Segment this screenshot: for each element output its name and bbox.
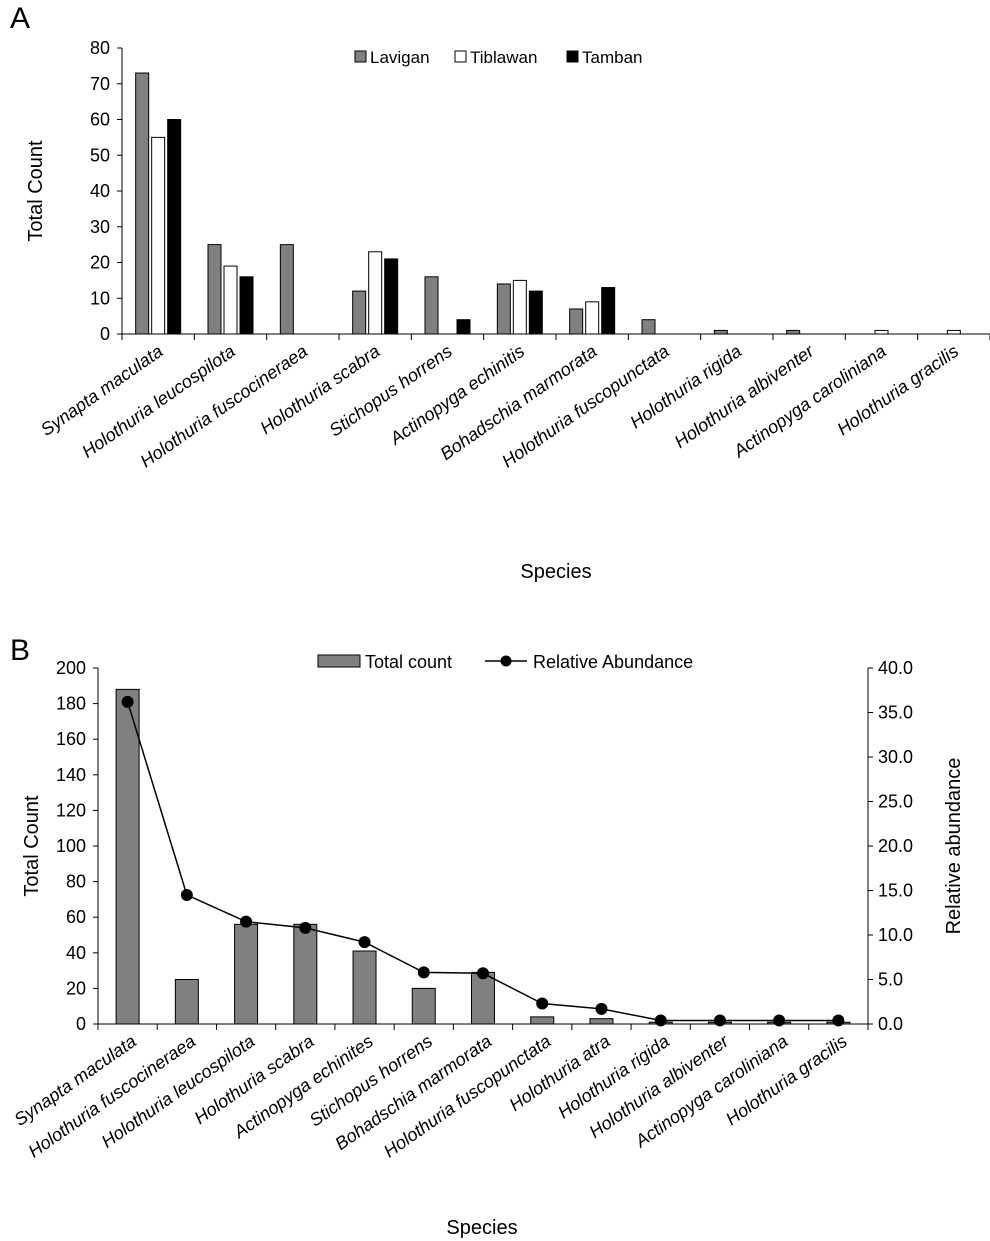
- b-y2-tick-label: 20.0: [878, 836, 913, 856]
- b-legend-label-bars: Total count: [365, 652, 452, 672]
- b-bar: [589, 1018, 614, 1025]
- a-y-tick-label: 10: [90, 288, 110, 308]
- a-bar: [135, 72, 150, 335]
- a-y-tick-label: 70: [90, 74, 110, 94]
- b-y-tick-label: 100: [56, 836, 86, 856]
- a-bar: [569, 308, 584, 335]
- a-y-axis-label: Total Count: [25, 140, 47, 242]
- a-legend-label: Lavigan: [370, 48, 430, 67]
- b-legend-marker-line: [500, 655, 512, 667]
- a-bar: [528, 290, 543, 335]
- b-abundance-point: [713, 1014, 726, 1027]
- a-legend-swatch: [454, 50, 467, 63]
- a-legend-label: Tiblawan: [470, 48, 537, 67]
- a-y-tick-label: 80: [90, 38, 110, 58]
- a-bar: [512, 279, 527, 335]
- a-legend-swatch: [354, 50, 367, 63]
- a-bar: [207, 244, 222, 335]
- b-y-tick-label: 0: [76, 1014, 86, 1034]
- b-y2-tick-label: 25.0: [878, 792, 913, 812]
- a-y-tick-label: 30: [90, 217, 110, 237]
- a-y-tick-label: 0: [100, 324, 110, 344]
- b-y-tick-label: 40: [66, 943, 86, 963]
- b-bar: [411, 987, 436, 1025]
- b-legend-label-line: Relative Abundance: [533, 652, 693, 672]
- b-bar: [174, 979, 199, 1025]
- a-x-tick-label: Holothuria gracilis: [833, 341, 962, 439]
- a-x-tick-label: Holothuria scabra: [256, 341, 383, 438]
- b-bar: [471, 971, 495, 1025]
- b-y-tick-label: 60: [66, 907, 86, 927]
- a-y-tick-label: 60: [90, 110, 110, 130]
- a-x-tick-label: Stichopus horrens: [325, 341, 455, 441]
- b-y2-tick-label: 15.0: [878, 881, 913, 901]
- a-legend-swatch: [566, 50, 579, 63]
- b-abundance-point: [595, 1002, 608, 1015]
- b-abundance-point: [536, 997, 549, 1010]
- b-y2-tick-label: 10.0: [878, 925, 913, 945]
- a-bar: [239, 276, 254, 335]
- panel-label-a: A: [10, 2, 30, 35]
- b-bar: [530, 1016, 555, 1025]
- a-y-tick-label: 40: [90, 181, 110, 201]
- b-y-tick-label: 160: [56, 729, 86, 749]
- a-y-tick-label: 20: [90, 253, 110, 273]
- b-abundance-point: [773, 1014, 786, 1027]
- b-y-tick-label: 80: [66, 872, 86, 892]
- a-bar: [713, 329, 728, 335]
- a-y-tick-label: 50: [90, 145, 110, 165]
- b-abundance-point: [180, 888, 193, 901]
- b-y-tick-label: 200: [56, 658, 86, 678]
- a-bar: [456, 319, 471, 335]
- b-y-tick-label: 140: [56, 765, 86, 785]
- b-abundance-point: [358, 936, 371, 949]
- a-bar: [167, 119, 182, 335]
- b-y2-axis-label: Relative abundance: [943, 758, 965, 935]
- b-abundance-point: [477, 967, 489, 980]
- b-y-tick-label: 180: [56, 694, 86, 714]
- a-bar: [279, 244, 294, 335]
- a-x-tick-label: Synapta maculata: [37, 341, 167, 440]
- a-bar: [424, 276, 439, 335]
- a-bar: [641, 319, 656, 335]
- b-y-axis-label: Total Count: [21, 795, 43, 897]
- a-bar: [352, 290, 367, 335]
- b-y2-tick-label: 5.0: [878, 970, 903, 990]
- a-bar: [368, 251, 383, 335]
- a-x-axis-label: Species: [520, 561, 591, 583]
- a-bar: [874, 329, 889, 335]
- b-bar: [293, 923, 318, 1025]
- a-bar: [223, 265, 238, 335]
- b-bar: [115, 688, 140, 1025]
- a-bar: [946, 329, 961, 335]
- b-y-tick-label: 20: [66, 978, 86, 998]
- b-y2-tick-label: 0.0: [878, 1014, 903, 1034]
- b-y2-tick-label: 30.0: [878, 747, 913, 767]
- a-bar: [601, 287, 616, 335]
- panel-label-b: B: [10, 634, 30, 667]
- b-abundance-point: [121, 695, 134, 708]
- b-abundance-point: [654, 1014, 667, 1027]
- a-bar: [151, 136, 166, 335]
- b-abundance-point: [832, 1014, 845, 1027]
- b-bar: [352, 950, 377, 1025]
- b-abundance-point: [240, 915, 253, 928]
- a-legend-label: Tamban: [582, 48, 642, 67]
- b-y2-tick-label: 35.0: [878, 703, 913, 723]
- a-bar: [496, 283, 511, 335]
- b-bar: [234, 923, 259, 1025]
- b-abundance-point: [417, 966, 430, 979]
- a-bar: [585, 301, 600, 335]
- b-y-tick-label: 120: [56, 800, 86, 820]
- a-bar: [786, 329, 801, 335]
- b-abundance-point: [299, 921, 312, 934]
- b-legend-swatch-bars: [317, 654, 361, 668]
- a-bar: [384, 258, 399, 335]
- b-x-axis-label: Species: [446, 1217, 517, 1239]
- b-y2-tick-label: 40.0: [878, 658, 913, 678]
